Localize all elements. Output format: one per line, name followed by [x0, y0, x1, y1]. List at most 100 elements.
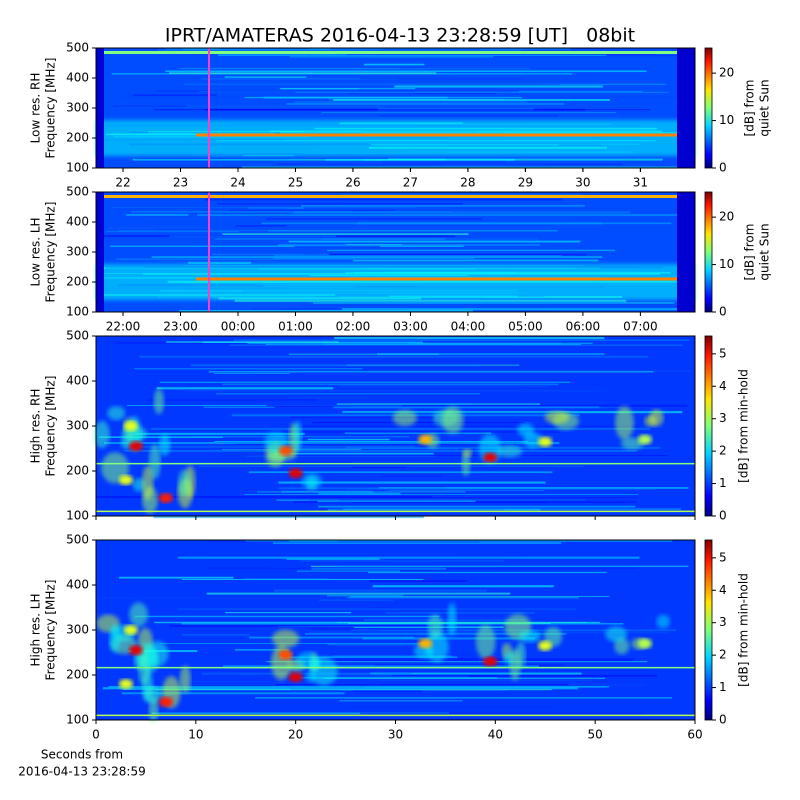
- spectrogram-streak: [215, 238, 445, 240]
- spectrogram-streak: [155, 689, 552, 691]
- spectrogram-streak: [193, 500, 252, 502]
- colorbar: [704, 47, 713, 169]
- x-tick-label: 05:00: [508, 320, 543, 334]
- spectrogram-streak: [321, 111, 616, 114]
- spectrogram-streak: [346, 54, 657, 55]
- spectrogram-burst: [483, 656, 498, 667]
- spectrogram-streak: [245, 455, 435, 457]
- spectrogram-streak: [300, 204, 585, 207]
- spectrogram-burst: [637, 434, 652, 445]
- spectrogram-streak: [185, 390, 601, 392]
- colorbar-tick-label: 20: [719, 210, 734, 224]
- spectrogram-streak: [135, 158, 388, 160]
- spectrogram-streak: [369, 580, 468, 582]
- spectrogram-streak: [169, 304, 298, 306]
- spectrogram-streak: [288, 540, 673, 542]
- spectrogram-streak: [178, 556, 640, 559]
- x-tick-label: 23:00: [163, 320, 198, 334]
- spectrogram-streak: [347, 92, 497, 94]
- spectrogram-streak: [181, 578, 424, 581]
- spectrogram-streak: [363, 63, 425, 66]
- spectrogram-streak: [107, 226, 213, 230]
- spectrogram-image: [96, 48, 695, 168]
- spectrogram-streak: [352, 466, 407, 468]
- spectrogram-streak: [322, 497, 638, 499]
- spectrogram-image: [94, 336, 695, 519]
- x-tick-label: 60: [687, 728, 702, 742]
- spectrogram-streak: [165, 48, 571, 50]
- spectrogram-burst: [605, 626, 628, 642]
- x-axis-label: 2016-04-13 23:28:59: [18, 765, 145, 779]
- spectrogram-streak: [116, 258, 356, 261]
- spectrogram-streak: [159, 381, 571, 384]
- x-tick-label: 31: [633, 176, 648, 190]
- spectrogram-streak: [197, 608, 399, 611]
- spectrogram-burst: [118, 475, 133, 485]
- spectrogram-burst: [288, 672, 303, 683]
- spectrogram-streak: [177, 68, 530, 70]
- spectrogram-streak: [250, 202, 348, 204]
- spectrogram-streak: [318, 599, 394, 602]
- spectrogram-streak: [325, 658, 635, 660]
- colorbar-tick-label: 0: [719, 305, 727, 319]
- spectrogram-streak: [220, 48, 309, 50]
- spectrogram-streak: [318, 505, 636, 508]
- colorbar-tick-label: 10: [719, 113, 734, 127]
- spectrogram-burst: [159, 434, 171, 456]
- spectrogram-streak: [97, 597, 597, 599]
- spectrogram-line: [96, 666, 695, 669]
- spectrogram-streak: [278, 487, 446, 490]
- spectrogram-streak: [335, 509, 505, 511]
- spectrogram-streak: [372, 607, 640, 609]
- spectrogram-streak: [235, 225, 287, 227]
- spectrogram-streak: [318, 492, 401, 495]
- x-tick-label: 25: [288, 176, 303, 190]
- spectrogram-streak: [104, 442, 560, 445]
- spectrogram-burst: [296, 651, 319, 669]
- spectrogram-streak: [112, 105, 187, 107]
- spectrogram-line: [196, 133, 685, 137]
- colorbar-label: quiet Sun: [758, 223, 772, 280]
- spectrogram-streak: [138, 218, 574, 220]
- spectrogram-streak: [208, 370, 654, 373]
- spectrogram-burst: [656, 614, 671, 629]
- spectrogram-streak: [243, 578, 328, 579]
- spectrogram-streak: [121, 692, 345, 695]
- spectrogram-streak: [229, 344, 683, 346]
- spectrogram-streak: [168, 72, 437, 74]
- spectrogram-streak: [294, 101, 528, 103]
- spectrogram-band: [96, 120, 695, 156]
- spectrogram-burst: [305, 671, 316, 683]
- colorbar-tick-label: 5: [719, 550, 727, 564]
- spectrogram-streak: [354, 502, 549, 503]
- colorbar-label: quiet Sun: [758, 79, 772, 136]
- spectrogram-burst: [178, 469, 191, 498]
- spectrogram-streak: [278, 481, 546, 484]
- spectrogram-streak: [385, 612, 535, 614]
- spectrogram-streak: [322, 659, 633, 662]
- spectrogram-burst: [483, 452, 498, 463]
- spectrogram-streak: [273, 255, 563, 257]
- spectrogram-streak: [394, 85, 603, 88]
- spectrogram-streak: [300, 559, 505, 562]
- y-tick-label: 500: [66, 533, 89, 547]
- spectrogram-burst: [118, 679, 133, 689]
- spectrogram-streak: [296, 461, 353, 464]
- spectrogram-streak: [328, 630, 381, 632]
- spectrogram-streak: [132, 94, 217, 96]
- spectrogram-streak: [124, 449, 637, 452]
- spectrogram-burst: [442, 406, 464, 434]
- spectrogram-burst: [288, 468, 303, 479]
- spectrogram-burst: [158, 493, 173, 503]
- spectrogram-streak: [332, 675, 469, 677]
- y-tick-label: 200: [66, 668, 89, 682]
- spectrogram-burst: [427, 614, 443, 639]
- spectrogram-burst: [94, 420, 110, 449]
- spectrogram-streak: [244, 96, 522, 99]
- spectrogram-streak: [368, 571, 607, 574]
- x-tick-label: 03:00: [393, 320, 428, 334]
- colorbar-tick-label: 2: [719, 444, 727, 458]
- spectrogram-streak: [326, 594, 404, 597]
- spectrogram-burst: [278, 649, 293, 660]
